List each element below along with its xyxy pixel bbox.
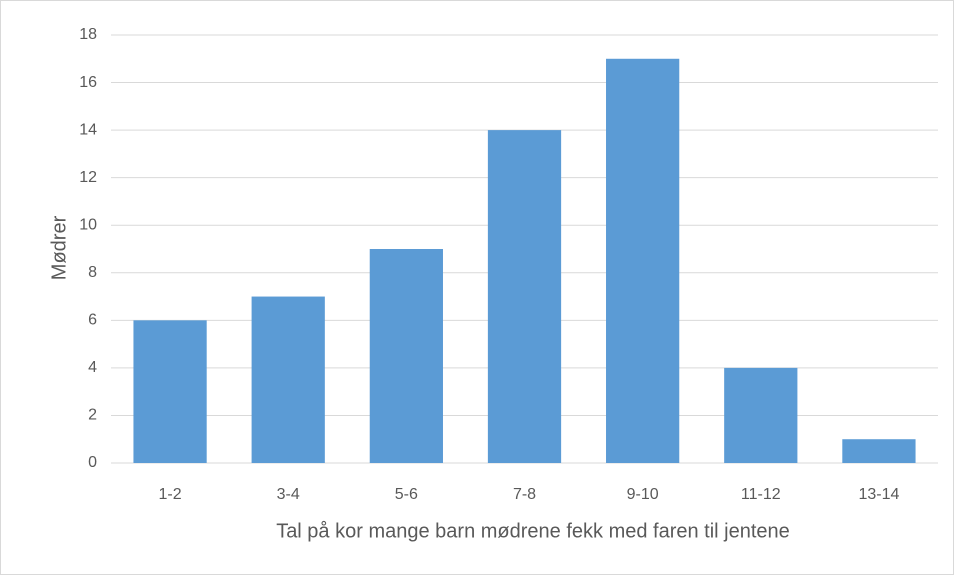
y-tick-label: 18 bbox=[79, 26, 97, 43]
x-tick-label: 11-12 bbox=[741, 486, 781, 503]
y-tick-label: 4 bbox=[88, 359, 97, 376]
x-tick-label: 13-14 bbox=[858, 486, 899, 503]
y-tick-label: 10 bbox=[79, 216, 97, 233]
x-axis-label: Tal på kor mange barn mødrene fekk med f… bbox=[276, 520, 790, 542]
bar bbox=[724, 367, 798, 463]
y-tick-label: 2 bbox=[88, 407, 97, 424]
x-tick-label: 5-6 bbox=[395, 486, 418, 503]
y-axis-label: Mødrer bbox=[48, 215, 70, 280]
bar bbox=[842, 439, 916, 463]
y-tick-label: 12 bbox=[79, 169, 97, 186]
bar bbox=[369, 249, 443, 463]
x-tick-label: 3-4 bbox=[277, 486, 300, 503]
bar bbox=[133, 320, 207, 463]
bar bbox=[487, 130, 562, 463]
y-tick-label: 8 bbox=[88, 264, 97, 281]
x-tick-label: 9-10 bbox=[627, 486, 659, 503]
x-tick-label: 1-2 bbox=[159, 486, 182, 503]
bar bbox=[251, 296, 325, 463]
bar bbox=[606, 58, 680, 464]
y-tick-label: 14 bbox=[79, 121, 97, 138]
y-tick-label: 16 bbox=[79, 74, 97, 91]
y-tick-label: 6 bbox=[88, 312, 97, 329]
x-tick-label: 7-8 bbox=[513, 486, 536, 503]
y-tick-label: 0 bbox=[88, 454, 97, 471]
